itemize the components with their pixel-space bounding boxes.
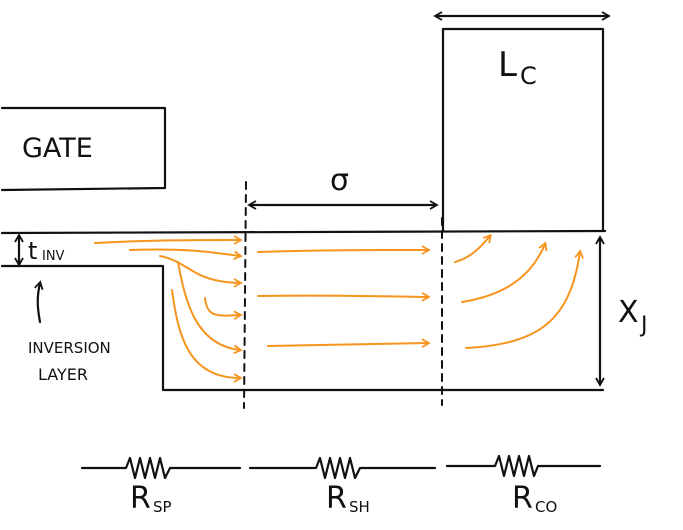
current-arrow — [129, 248, 243, 261]
svg-text:σ: σ — [330, 163, 349, 198]
current-arrow — [465, 249, 584, 349]
resistor-chain — [80, 454, 602, 480]
svg-text:L: L — [498, 45, 517, 85]
current-arrow — [257, 292, 431, 302]
tinv-dimension: t INV — [14, 233, 65, 267]
silicon-structure — [0, 229, 607, 392]
current-arrow — [257, 245, 431, 255]
svg-text:R: R — [512, 481, 533, 516]
current-arrow — [461, 241, 548, 303]
svg-text:LAYER: LAYER — [38, 365, 88, 384]
svg-text:J: J — [639, 313, 648, 338]
rsp-resistor-symbol — [80, 456, 242, 480]
current-arrow — [204, 297, 243, 321]
xj-dimension: X J — [595, 235, 648, 387]
svg-text:R: R — [130, 481, 151, 516]
current-flow-arrows — [94, 233, 584, 383]
rco-label: R CO — [512, 481, 557, 516]
current-arrow — [171, 289, 243, 383]
svg-text:R: R — [326, 481, 347, 516]
rco-resistor-symbol — [445, 454, 602, 478]
rsh-resistor-symbol — [248, 456, 437, 480]
sigma-dimension: σ — [247, 163, 439, 210]
current-arrow — [267, 338, 431, 348]
svg-text:t: t — [28, 237, 37, 265]
spreading-boundary-dashed-line — [243, 181, 247, 409]
current-arrow — [177, 261, 243, 355]
inversion-layer-callout: INVERSION LAYER — [28, 280, 111, 384]
silicon-surface-line — [0, 229, 607, 235]
svg-text:INV: INV — [42, 249, 65, 264]
current-arrow — [159, 255, 243, 288]
svg-text:SP: SP — [153, 498, 172, 516]
svg-text:INVERSION: INVERSION — [28, 339, 111, 357]
current-arrow — [94, 235, 243, 245]
junction-outline — [0, 264, 605, 392]
rsp-label: R SP — [130, 481, 172, 516]
gate-block: GATE — [0, 106, 167, 192]
contact-block: L C — [433, 11, 611, 233]
gate-label: GATE — [22, 133, 93, 164]
rsh-label: R SH — [326, 481, 370, 516]
svg-text:SH: SH — [349, 498, 370, 516]
current-arrow — [454, 233, 492, 263]
svg-text:X: X — [618, 295, 639, 330]
svg-text:CO: CO — [535, 498, 557, 516]
svg-text:C: C — [520, 62, 537, 90]
lc-label: L C — [498, 45, 537, 90]
